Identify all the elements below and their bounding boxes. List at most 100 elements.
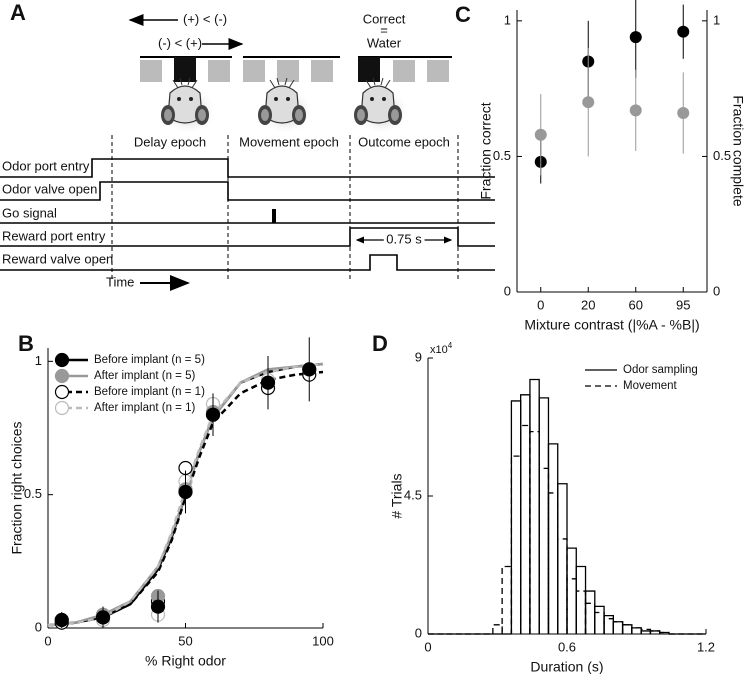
point: [582, 96, 595, 109]
histogram-bin: [529, 378, 540, 634]
histogram-bin: [631, 627, 642, 634]
histogram-bin: [557, 538, 568, 634]
trace-label: Reward port entry: [2, 228, 106, 243]
x-tick-label: 0: [44, 633, 51, 648]
y2-tick-label: 0: [713, 283, 720, 298]
point: [534, 128, 547, 141]
histogram-bin: [529, 430, 540, 634]
panel-a: A (+) < (-) (-) < (+) Correct = Water De…: [0, 0, 495, 291]
x-tick-label: 0: [537, 297, 544, 312]
point: [302, 362, 317, 377]
y-axis-label: # Trials: [389, 473, 405, 518]
panel-label: D: [372, 331, 388, 356]
legend-marker: [54, 352, 70, 368]
histogram-bin: [538, 397, 550, 634]
trace-label: Odor port entry: [2, 158, 90, 173]
trace-label: Reward valve open: [2, 251, 113, 266]
y-tick-label: 0.5: [493, 148, 511, 163]
legend-marker: [54, 400, 70, 416]
traces: [0, 158, 495, 271]
histogram-bin: [501, 565, 513, 634]
histogram-bin: [640, 628, 652, 634]
x-tick-label: 60: [629, 297, 643, 312]
legend-label: After implant (n = 1): [94, 402, 195, 414]
epoch-dividers: [111, 135, 459, 280]
y-tick-label: 0: [35, 619, 42, 634]
y-tick-label: 0: [504, 283, 511, 298]
y-axis-label: Fraction right choices: [9, 421, 25, 554]
histogram-bin: [566, 578, 577, 634]
point: [178, 484, 193, 500]
legend-label: After implant (n = 5): [94, 370, 195, 382]
panel-label: A: [10, 0, 26, 25]
histogram-bin: [631, 627, 642, 634]
rat: [160, 77, 218, 136]
ports: [140, 56, 452, 82]
histogram-bin: [547, 443, 559, 634]
y-axis-label: Fraction correct: [478, 102, 494, 199]
rat: [353, 77, 411, 136]
y2-axis-label: Fraction complete: [730, 95, 746, 206]
direction-left: (+) < (-): [183, 11, 227, 26]
histogram-bin: [538, 467, 550, 634]
y-multiplier: x104: [430, 341, 453, 356]
histogram-bin: [575, 565, 587, 634]
panel-label: B: [18, 331, 34, 356]
histogram-bin: [520, 424, 531, 634]
histogram-bin: [603, 618, 614, 634]
histogram-bin: [492, 624, 503, 634]
outcome-text: =: [380, 22, 388, 37]
x-tick-label: 50: [178, 633, 192, 648]
outcome-text: Water: [367, 35, 402, 50]
y-multiplier-base: x10: [430, 344, 448, 356]
rat: [257, 77, 315, 136]
point: [677, 107, 690, 120]
point: [54, 612, 69, 628]
y-tick-label: 0.5: [24, 486, 42, 501]
x-axis-label: % Right odor: [145, 653, 226, 669]
histogram-bin: [659, 631, 670, 634]
trace-label: Odor valve open: [2, 181, 97, 196]
point: [629, 31, 642, 44]
histogram-bin: [520, 394, 531, 634]
histogram-bin: [566, 547, 577, 634]
y-tick-label: 9: [415, 349, 422, 364]
legend-label: Movement: [623, 380, 677, 392]
y-tick-label: 1: [35, 353, 42, 368]
histogram-bin: [612, 621, 624, 634]
legend-label: Before implant (n = 5): [94, 354, 205, 366]
point: [150, 599, 166, 614]
x-tick-label: 20: [581, 297, 595, 312]
histogram-bin: [594, 605, 605, 634]
x-axis-label: Mixture contrast (|%A - %B|): [524, 317, 699, 333]
histogram-bin: [594, 611, 605, 634]
point: [205, 407, 221, 422]
direction-right: (-) < (+): [158, 35, 202, 50]
trace-label: Go signal: [2, 205, 57, 220]
epoch-label: Movement epoch: [239, 134, 339, 149]
legend-marker: [54, 368, 70, 384]
panel-label: C: [455, 2, 471, 27]
y-tick-label: 1: [504, 12, 511, 27]
point: [677, 25, 690, 38]
time-label: Time: [106, 274, 134, 289]
histogram-bin: [621, 624, 633, 634]
histogram-bin: [547, 492, 559, 634]
x-tick-label: 95: [676, 297, 690, 312]
epoch-label: Delay epoch: [134, 134, 206, 149]
x-tick-label: 0.6: [558, 639, 576, 654]
x-tick-label: 100: [312, 633, 334, 648]
x-tick-label: 0: [424, 639, 431, 654]
histogram-bin: [510, 400, 522, 634]
x-tick-label: 1.2: [697, 639, 715, 654]
point: [629, 104, 642, 117]
y2-tick-label: 1: [713, 12, 720, 27]
histogram-bin: [575, 590, 587, 634]
histogram-bin: [621, 624, 633, 634]
epoch-label: Outcome epoch: [358, 134, 450, 149]
legend-label: Odor sampling: [623, 364, 698, 376]
point: [260, 375, 276, 390]
histogram-bin: [510, 455, 522, 634]
